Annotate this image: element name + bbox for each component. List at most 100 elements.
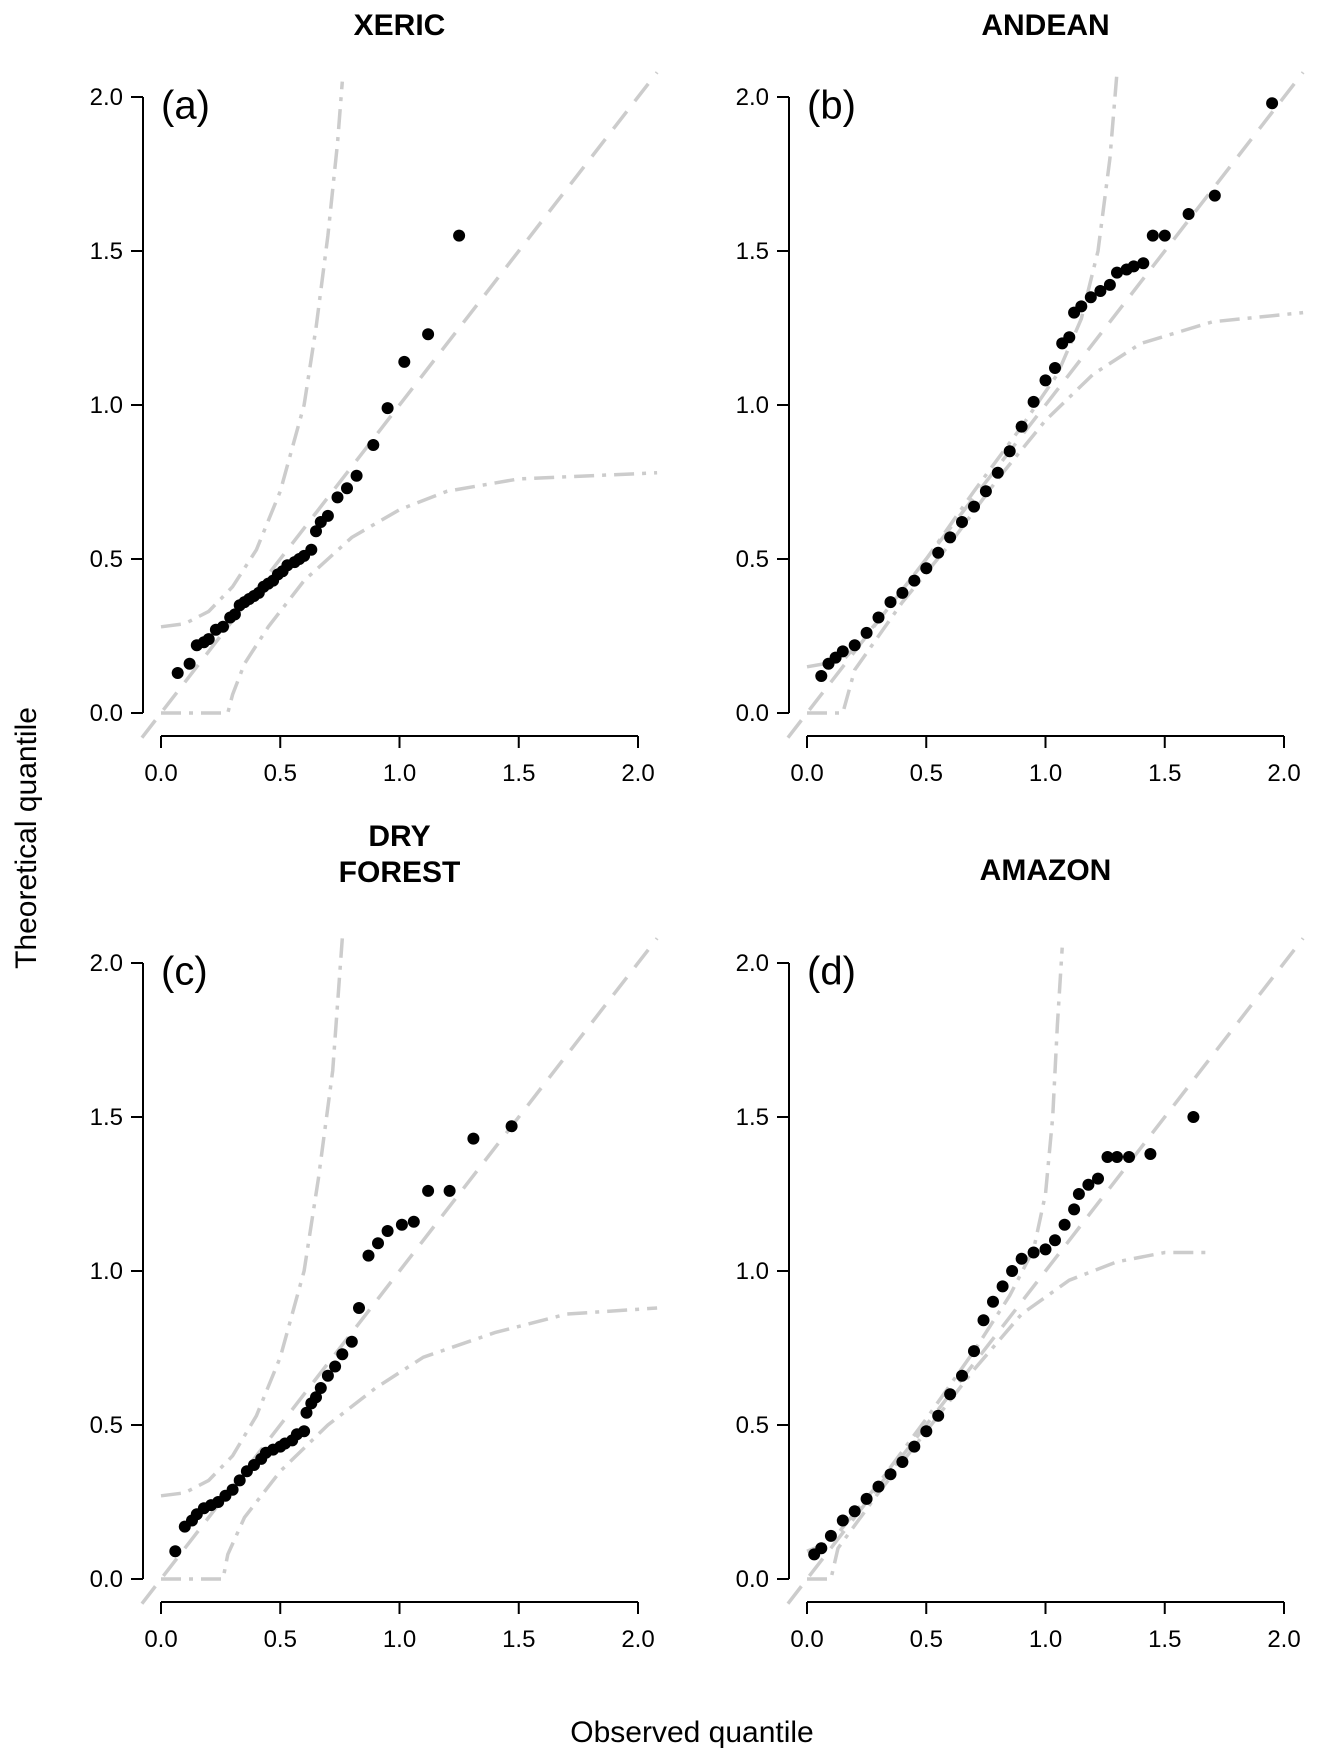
data-point bbox=[836, 1514, 849, 1527]
data-point bbox=[872, 1480, 885, 1493]
data-point bbox=[908, 1440, 921, 1453]
panel-1: XERIC (a) 0.0 0.5 1.0 1.5 2.0 0.0 0.5 1.0 1.5 2.0 bbox=[90, 9, 659, 787]
envelope-lower bbox=[807, 1250, 1213, 1581]
data-point bbox=[1146, 229, 1159, 242]
data-point bbox=[321, 1369, 334, 1382]
data-point bbox=[505, 1120, 518, 1133]
data-point bbox=[944, 1388, 957, 1401]
data-point bbox=[298, 1425, 311, 1438]
data-point bbox=[1111, 1151, 1123, 1163]
y-tick-label: 1.0 bbox=[90, 392, 123, 419]
data-point bbox=[872, 611, 885, 624]
data-point bbox=[896, 1456, 909, 1468]
data-point bbox=[1123, 1151, 1135, 1163]
panel-label: (d) bbox=[807, 950, 856, 994]
reference-line bbox=[140, 71, 659, 739]
data-point bbox=[367, 439, 380, 451]
data-point bbox=[860, 626, 873, 639]
data-point bbox=[345, 1335, 358, 1348]
x-axis-label: Observed quantile bbox=[570, 1716, 814, 1749]
x-tick-label: 1.5 bbox=[1148, 1626, 1181, 1653]
data-point bbox=[217, 620, 229, 633]
data-point bbox=[1103, 278, 1116, 291]
data-point bbox=[1111, 266, 1123, 279]
data-point bbox=[202, 633, 215, 646]
data-point bbox=[968, 500, 980, 513]
data-point bbox=[860, 1492, 873, 1505]
y-tick-label: 1.5 bbox=[736, 238, 769, 265]
x-tick-label: 0.5 bbox=[264, 1626, 297, 1653]
data-point bbox=[1049, 1234, 1061, 1247]
data-point bbox=[1208, 189, 1221, 202]
data-point bbox=[848, 1505, 861, 1518]
data-point bbox=[305, 543, 318, 556]
data-point bbox=[920, 562, 933, 575]
data-point bbox=[362, 1249, 375, 1262]
data-point bbox=[171, 667, 184, 679]
y-tick-label: 0.0 bbox=[90, 1566, 123, 1593]
data-point bbox=[314, 1382, 327, 1394]
data-point bbox=[848, 639, 861, 652]
panel-label: (b) bbox=[807, 84, 856, 128]
envelope-upper bbox=[806, 72, 1119, 669]
x-tick-label: 0.0 bbox=[144, 1626, 177, 1653]
y-tick-label: 0.0 bbox=[90, 700, 123, 727]
data-point bbox=[353, 1302, 365, 1314]
x-tick-label: 0.0 bbox=[144, 760, 177, 787]
x-tick-label: 1.0 bbox=[383, 1626, 416, 1653]
data-point bbox=[310, 1391, 322, 1404]
x-tick-label: 0.0 bbox=[790, 760, 823, 787]
x-tick-label: 2.0 bbox=[621, 760, 654, 787]
panel-label: (c) bbox=[161, 950, 208, 994]
data-point bbox=[226, 1483, 239, 1496]
data-point bbox=[836, 645, 849, 658]
data-point bbox=[1015, 420, 1028, 433]
data-point bbox=[350, 469, 363, 482]
data-point bbox=[381, 402, 394, 415]
y-tick-label: 0.5 bbox=[90, 546, 123, 573]
x-tick-label: 1.0 bbox=[1029, 1626, 1062, 1653]
data-point bbox=[1137, 257, 1150, 270]
x-tick-label: 0.5 bbox=[910, 1626, 943, 1653]
data-point bbox=[310, 525, 322, 538]
data-point bbox=[884, 596, 897, 609]
data-point bbox=[996, 1280, 1009, 1293]
x-tick-label: 2.0 bbox=[1267, 1626, 1300, 1653]
x-tick-label: 0.5 bbox=[264, 760, 297, 787]
data-point bbox=[1266, 97, 1279, 110]
data-point bbox=[1101, 1151, 1114, 1163]
x-tick-label: 1.5 bbox=[1148, 760, 1181, 787]
data-point bbox=[1003, 445, 1016, 458]
data-point bbox=[1039, 374, 1052, 387]
data-point bbox=[944, 531, 957, 544]
data-point bbox=[1039, 1243, 1052, 1256]
envelope-lower bbox=[161, 471, 658, 715]
data-point bbox=[1027, 1246, 1040, 1259]
data-point bbox=[956, 516, 968, 528]
data-point bbox=[1182, 208, 1195, 220]
data-point bbox=[932, 1409, 945, 1422]
data-point bbox=[884, 1468, 897, 1481]
x-tick-label: 1.5 bbox=[502, 760, 535, 787]
y-tick-label: 2.0 bbox=[90, 950, 123, 977]
data-point bbox=[1144, 1148, 1157, 1160]
data-point bbox=[467, 1132, 480, 1145]
data-point bbox=[336, 1348, 349, 1361]
data-point bbox=[407, 1215, 420, 1228]
panels: XERIC(a)0.00.51.01.52.00.0 0.5 1.0 1.5 2.0AN… bbox=[90, 9, 1305, 1653]
x-tick-label: 0.5 bbox=[910, 760, 943, 787]
data-point bbox=[1015, 1252, 1028, 1265]
data-point bbox=[381, 1225, 394, 1237]
y-axis-label: Theoretical quantile bbox=[10, 707, 43, 969]
y-tick-label: 1.5 bbox=[90, 238, 123, 265]
data-point bbox=[228, 608, 241, 621]
data-point bbox=[300, 1406, 313, 1419]
data-point bbox=[920, 1425, 933, 1438]
data-point bbox=[815, 670, 828, 682]
x-tick-label: 2.0 bbox=[1267, 760, 1300, 787]
data-point bbox=[932, 546, 945, 559]
panel-label: (a) bbox=[161, 84, 210, 128]
y-tick-label: 1.0 bbox=[736, 392, 769, 419]
x-tick-label: 0.0 bbox=[790, 1626, 823, 1653]
